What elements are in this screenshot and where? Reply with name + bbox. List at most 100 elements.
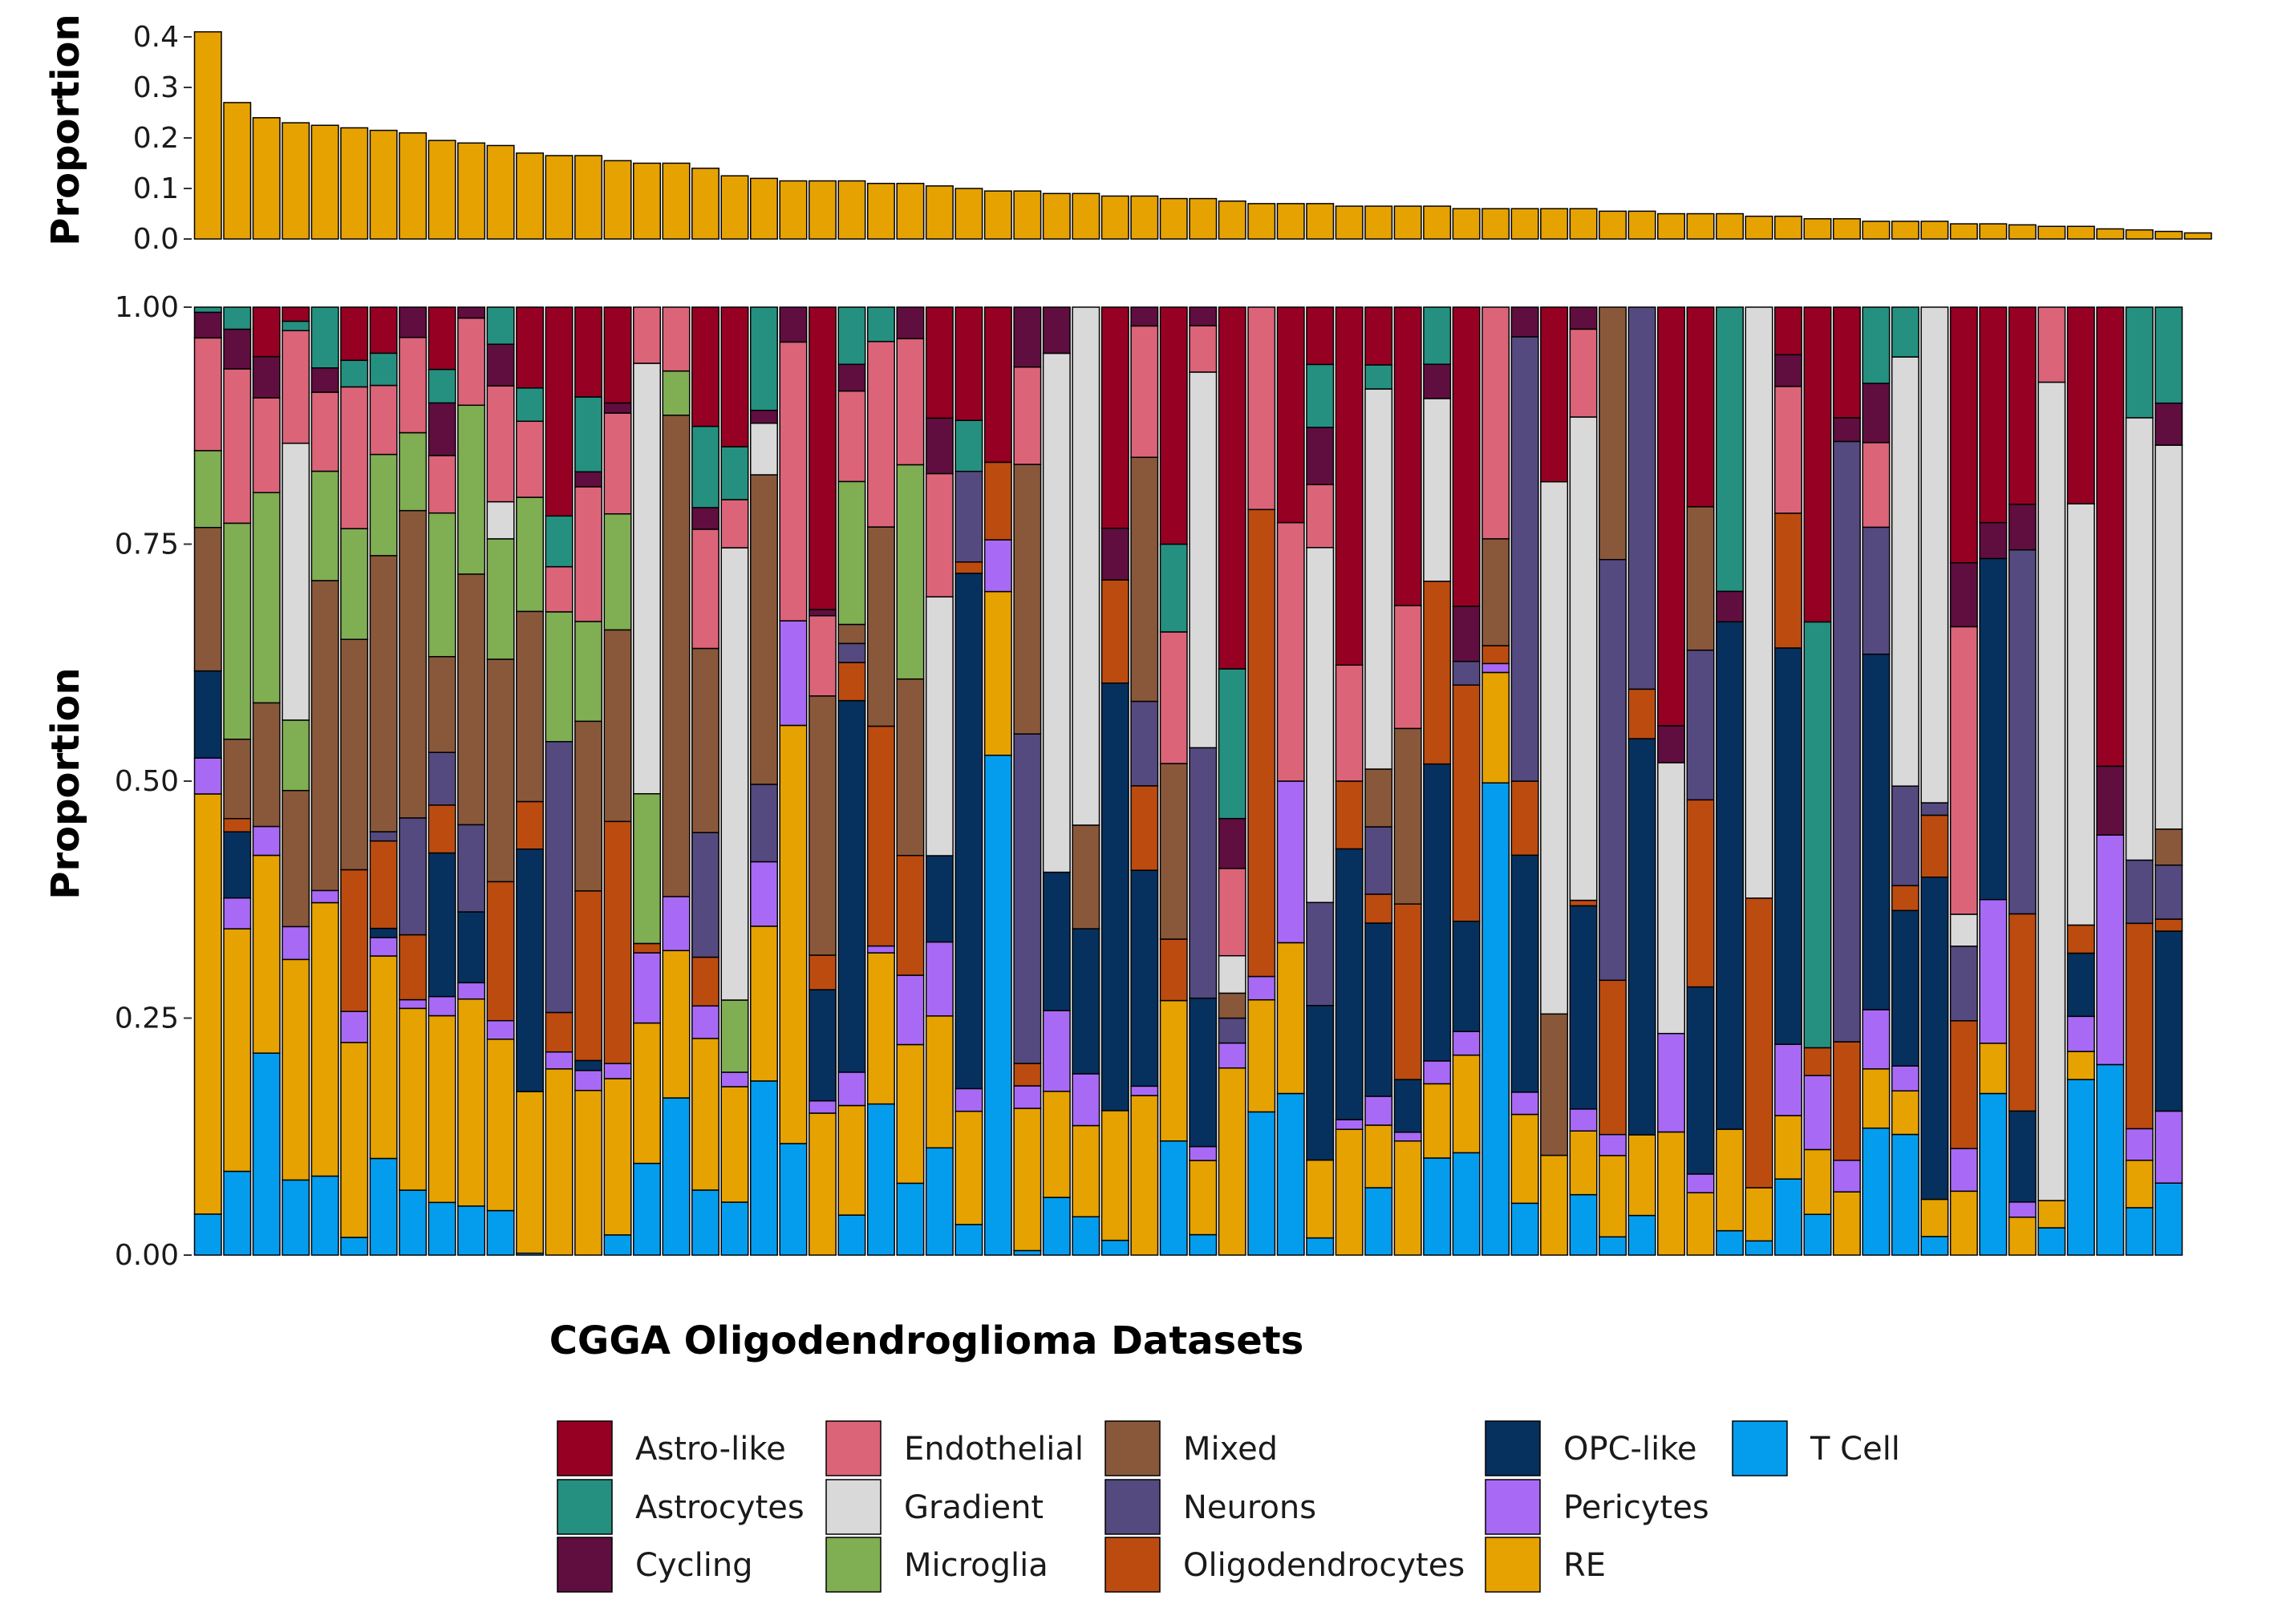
top-bar bbox=[866, 182, 895, 240]
top-bar bbox=[282, 122, 310, 240]
stacked-bar-segment bbox=[516, 1091, 545, 1254]
stacked-bar-segment bbox=[779, 620, 808, 727]
stacked-bar-segment bbox=[2066, 1079, 2095, 1256]
top-bar bbox=[369, 129, 398, 240]
stacked-bar-segment bbox=[1159, 306, 1188, 545]
top-bar bbox=[1891, 221, 1919, 240]
stacked-bar-segment bbox=[2066, 1051, 2095, 1080]
stacked-bar-segment bbox=[428, 455, 456, 514]
stacked-bar-segment bbox=[837, 306, 866, 366]
stacked-bar-segment bbox=[662, 896, 691, 952]
stacked-bar-segment bbox=[1803, 1148, 1832, 1215]
top-y-tick-label: 0.4 bbox=[133, 21, 179, 54]
stacked-bar-segment bbox=[691, 647, 719, 833]
stacked-bar-segment bbox=[603, 402, 632, 414]
stacked-bar-segment bbox=[1569, 328, 1598, 418]
top-bar bbox=[1686, 213, 1715, 240]
stacked-bar-segment bbox=[223, 897, 252, 929]
top-y-tick-label: 0.3 bbox=[133, 71, 179, 104]
stacked-bar-segment bbox=[1569, 306, 1598, 330]
stacked-bar-segment bbox=[545, 1068, 574, 1256]
top-bar bbox=[1716, 213, 1744, 240]
stacked-bar-segment bbox=[983, 590, 1012, 756]
top-bar bbox=[1335, 205, 1364, 240]
stacked-bar-segment bbox=[1773, 354, 1802, 387]
stacked-bar-segment bbox=[282, 320, 310, 332]
stacked-bar-segment bbox=[837, 480, 866, 626]
stacked-bar-segment bbox=[1979, 557, 2008, 901]
top-bar bbox=[193, 30, 222, 240]
stacked-bar-segment bbox=[720, 999, 749, 1073]
stacked-bar-segment bbox=[1189, 1145, 1218, 1161]
top-bar bbox=[1832, 218, 1861, 240]
stacked-bar-segment bbox=[1540, 1154, 1569, 1256]
legend-item: Cycling bbox=[557, 1537, 753, 1593]
stacked-bar-segment bbox=[1423, 363, 1452, 399]
stacked-bar-segment bbox=[1716, 590, 1744, 623]
top-bars bbox=[193, 30, 2212, 240]
stacked-bar-segment bbox=[1481, 662, 1510, 674]
stacked-bar-segment bbox=[2066, 924, 2095, 954]
legend-item: Mixed bbox=[1104, 1420, 1278, 1476]
legend-label: Mixed bbox=[1183, 1431, 1278, 1468]
stacked-bar-segment bbox=[2125, 306, 2154, 419]
stacked-bar-segment bbox=[457, 911, 486, 984]
stacked-bar-segment bbox=[282, 719, 310, 792]
stacked-bar-segment bbox=[369, 831, 398, 842]
stacked-bar-segment bbox=[1423, 306, 1452, 365]
stacked-bar-segment bbox=[1891, 1090, 1919, 1136]
stacked-bar-segment bbox=[955, 573, 983, 1090]
stacked-bar-segment bbox=[1686, 1192, 1715, 1256]
stacked-bar-segment bbox=[1159, 999, 1188, 1142]
stacked-bar-segment bbox=[1276, 942, 1305, 1095]
stacked-bar-segment bbox=[955, 306, 983, 421]
stacked-bar-segment bbox=[1891, 306, 1919, 358]
stacked-bar-segment bbox=[1159, 938, 1188, 1002]
stacked-bar-segment bbox=[720, 499, 749, 549]
stacked-bar-segment bbox=[2125, 859, 2154, 925]
top-bar bbox=[662, 162, 691, 240]
stacked-bar-segment bbox=[545, 611, 574, 743]
stacked-bar-segment bbox=[310, 306, 339, 369]
stacked-bar-segment bbox=[1247, 306, 1276, 511]
main-y-axis-title: Proportion bbox=[43, 667, 88, 899]
stacked-bar-segment bbox=[603, 513, 632, 631]
top-y-tick-label: 0.0 bbox=[133, 223, 179, 256]
stacked-bar-segment bbox=[1832, 1160, 1861, 1193]
stacked-bar-segment bbox=[1481, 671, 1510, 784]
stacked-bar-segment bbox=[1745, 897, 1773, 1189]
top-bar bbox=[545, 155, 574, 240]
stacked-bar-segment bbox=[633, 793, 662, 945]
stacked-bar-segment bbox=[2154, 444, 2183, 830]
top-bar bbox=[2066, 225, 2095, 240]
stacked-bar-segment bbox=[310, 889, 339, 904]
stacked-bar-segment bbox=[1891, 909, 1919, 1067]
stacked-bar-segment bbox=[1423, 1157, 1452, 1256]
stacked-bar-segment bbox=[1247, 998, 1276, 1113]
stacked-bar-segment bbox=[574, 486, 603, 622]
top-bar bbox=[1949, 223, 1978, 240]
stacked-bar-segment bbox=[516, 848, 545, 1092]
stacked-bar-segment bbox=[340, 306, 369, 362]
stacked-bar-segment bbox=[2125, 922, 2154, 1130]
stacked-bar-segment bbox=[516, 610, 545, 803]
stacked-bar-segment bbox=[1189, 1160, 1218, 1236]
stacked-bar-segment bbox=[691, 956, 719, 1007]
stacked-bar-segment bbox=[1130, 1095, 1159, 1256]
stacked-bar-segment bbox=[720, 1086, 749, 1203]
stacked-bar-segment bbox=[896, 678, 925, 857]
stacked-bar-segment bbox=[282, 330, 310, 444]
stacked-bar-segment bbox=[691, 425, 719, 508]
stacked-bar-segment bbox=[662, 1097, 691, 1256]
stacked-bar-segment bbox=[1013, 1085, 1042, 1109]
top-bar bbox=[691, 168, 719, 240]
stacked-bar-segment bbox=[252, 306, 281, 358]
stacked-bar-segment bbox=[369, 955, 398, 1160]
stacked-bar-segment bbox=[223, 368, 252, 524]
top-bar bbox=[574, 155, 603, 240]
stacked-bar-segment bbox=[399, 1189, 428, 1256]
stacked-bar-segment bbox=[399, 509, 428, 819]
stacked-bar-segment bbox=[1979, 899, 2008, 1044]
